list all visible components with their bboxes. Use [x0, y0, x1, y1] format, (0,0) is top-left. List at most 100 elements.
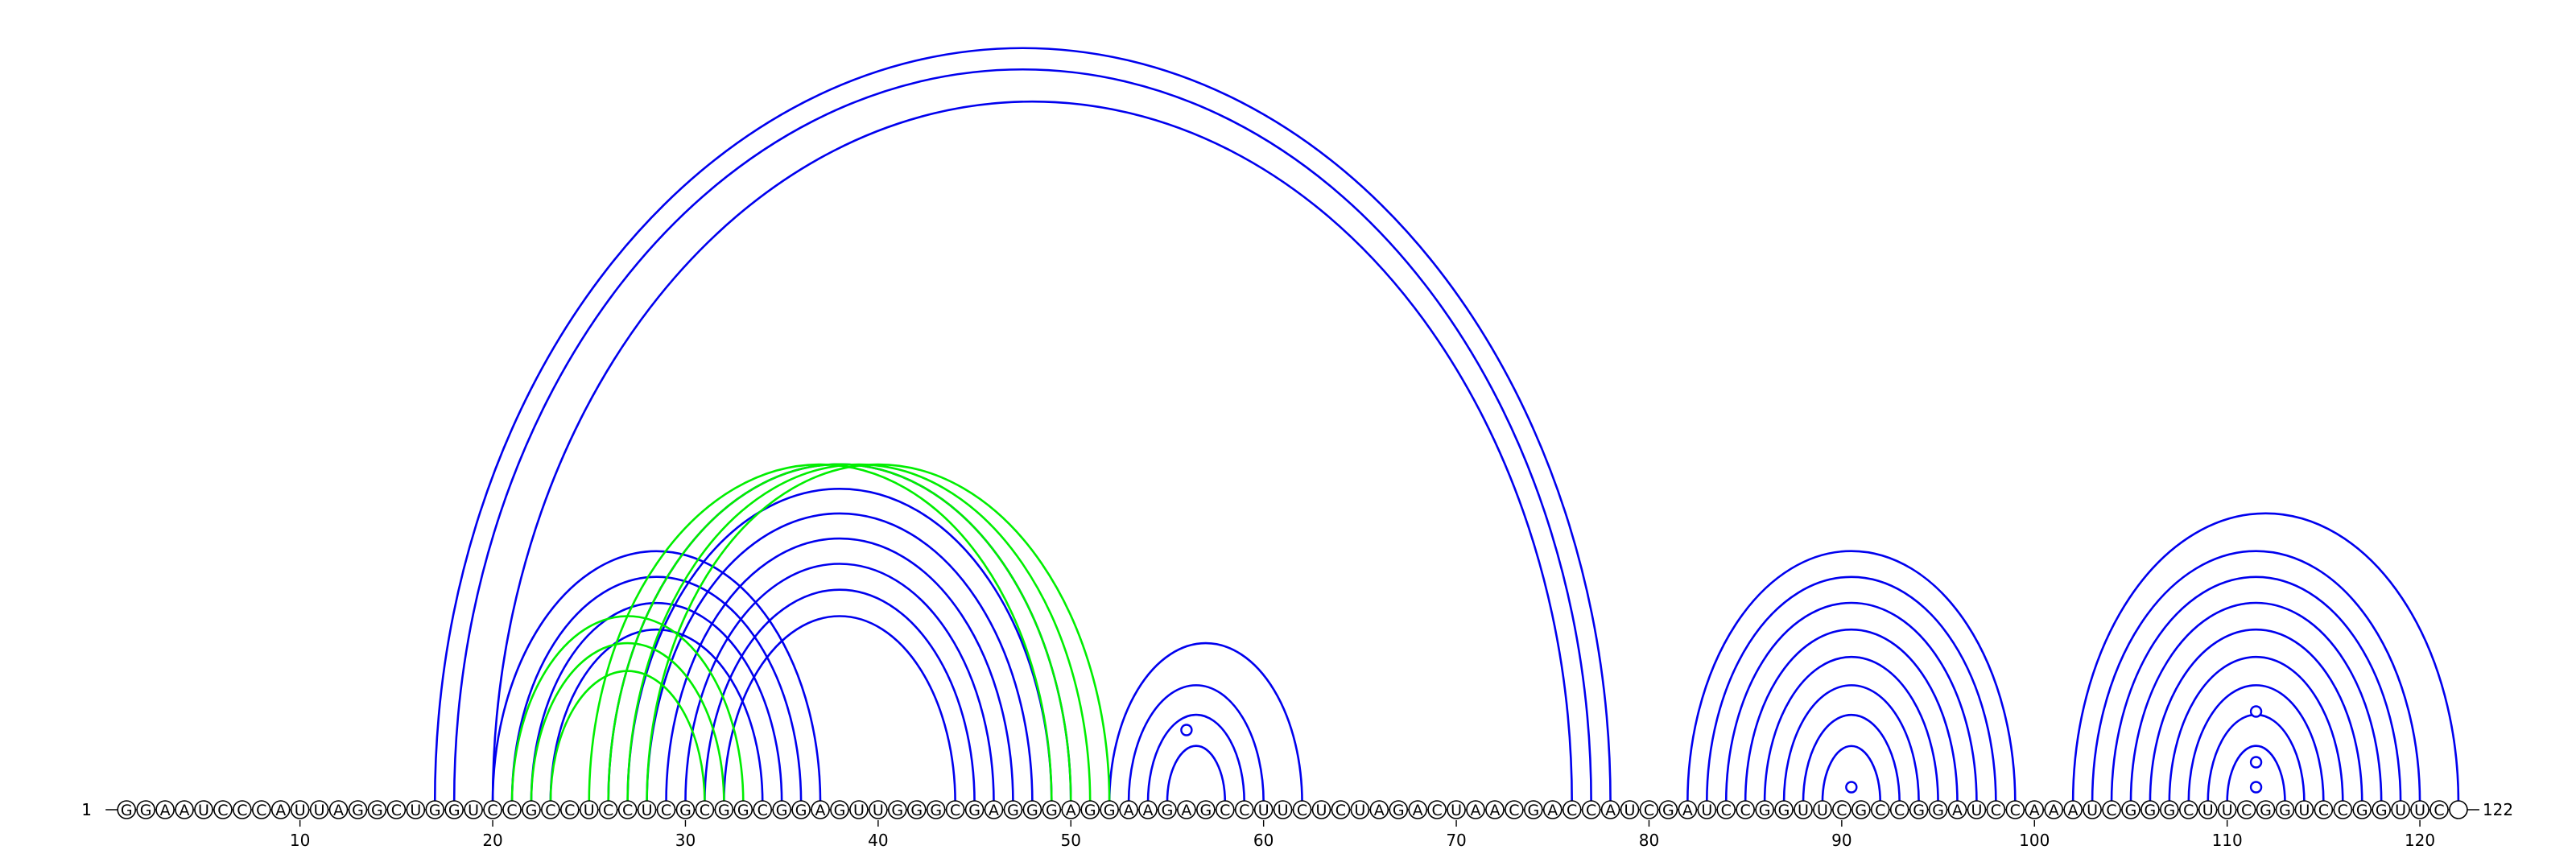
nucleotide-circle [1196, 800, 1216, 819]
nucleotide: C [617, 800, 638, 819]
nucleotide-letter: C [622, 802, 633, 819]
nucleotide: C [541, 800, 560, 819]
nucleotide-circle [869, 800, 888, 819]
nucleotide-letter: G [1393, 802, 1405, 819]
nucleotide-circle [117, 800, 136, 819]
nucleotide: G [1022, 800, 1042, 819]
nucleotide-letter: G [352, 802, 364, 819]
ring-marker [1845, 781, 1858, 794]
blue-arc-82-99 [1686, 550, 2017, 803]
nucleotide-letter: C [1220, 802, 1230, 819]
nucleotide-circle [598, 800, 618, 819]
nucleotide: U [1447, 800, 1466, 819]
nucleotide-circle [1736, 800, 1755, 819]
nucleotide: U [2198, 800, 2218, 819]
blue-arc-31-45 [704, 588, 976, 803]
nucleotide: C [213, 800, 233, 819]
nucleotide-letter: G [526, 802, 538, 819]
nucleotide-circle [1852, 800, 1871, 819]
ring-marker [1180, 724, 1193, 736]
nucleotide: C [2333, 800, 2353, 819]
nucleotide-circle [213, 800, 233, 819]
nucleotide-circle [637, 800, 657, 819]
nucleotide-letter: C [1875, 802, 1885, 819]
nucleotide-letter: C [545, 802, 555, 819]
nucleotide-letter: U [1258, 802, 1269, 819]
nucleotide-letter: C [1509, 802, 1519, 819]
nucleotide: G [117, 800, 136, 819]
nucleotide-letter: A [989, 802, 999, 819]
nucleotide: A [1408, 800, 1427, 819]
nucleotide-letter: A [2068, 802, 2079, 819]
nucleotide-letter: C [603, 802, 613, 819]
nucleotide: C [1986, 800, 2006, 819]
nucleotide-letter: A [1124, 802, 1134, 819]
nucleotide-letter: G [1162, 802, 1174, 819]
blue-arc-103-120 [2091, 550, 2421, 803]
nucleotide: U [1967, 800, 1987, 819]
nucleotide: C [233, 800, 252, 819]
nucleotide: C [2102, 800, 2121, 819]
nucleotide-letter: G [795, 802, 807, 819]
blue-arc-20-76 [491, 100, 1573, 803]
blue-arc-88-93 [1802, 713, 1901, 803]
nucleotide-letter: A [1952, 802, 1963, 819]
nucleotide-letter: C [1586, 802, 1596, 819]
nucleotide: C [1331, 800, 1351, 819]
nucleotide: U [2391, 800, 2410, 819]
nucleotide-circle [1870, 800, 1890, 819]
blue-arc-108-115 [2187, 684, 2325, 803]
nucleotide-circle [2102, 800, 2121, 819]
nucleotide-circle [2294, 800, 2314, 819]
nucleotide-circle [830, 800, 849, 819]
nucleotide-circle [1928, 800, 1948, 819]
nucleotide-circle [290, 800, 310, 819]
nucleotide: G [1100, 800, 1119, 819]
nucleotide: C [1292, 800, 1312, 819]
nucleotide-circle [1967, 800, 1987, 819]
nucleotide: C [1234, 800, 1254, 819]
nucleotide-circle [617, 800, 638, 819]
nucleotide-circle [945, 800, 965, 819]
nucleotide-circle [2333, 800, 2353, 819]
blue-arc-27-49 [626, 487, 1053, 803]
nucleotide-letter: G [1759, 802, 1771, 819]
nucleotide-circle [2429, 800, 2449, 819]
nucleotide-letter: G [737, 802, 749, 819]
nucleotide: G [1755, 800, 1774, 819]
nucleotide-letter: G [891, 802, 903, 819]
nucleotide: C [1427, 800, 1447, 819]
green-arc-22-32 [530, 641, 725, 803]
nucleotide-letter: G [1046, 802, 1058, 819]
nucleotide-letter: A [180, 802, 190, 819]
nucleotide-letter: G [429, 802, 441, 819]
nucleotide: U [1697, 800, 1717, 819]
nucleotide [2449, 800, 2468, 819]
nucleotide-circle [849, 800, 869, 819]
nucleotide: G [136, 800, 155, 819]
blue-arc-53-60 [1127, 684, 1265, 803]
nucleotide-letter: C [487, 802, 497, 819]
nucleotide-circle [1505, 800, 1524, 819]
nucleotide: C [251, 800, 271, 819]
nucleotide: U [869, 800, 888, 819]
nucleotide-circle [1678, 800, 1698, 819]
nucleotide-circle [2083, 800, 2102, 819]
nucleotide: C [2314, 800, 2334, 819]
nucleotide: C [1716, 800, 1736, 819]
nucleotide-letter: A [2049, 802, 2059, 819]
nucleotide-circle [1562, 800, 1582, 819]
nucleotide-circle [2372, 800, 2391, 819]
nucleotide: U [1350, 800, 1370, 819]
nucleotide-circle [811, 800, 830, 819]
nucleotide: C [1736, 800, 1755, 819]
nucleotide-letter: A [1374, 802, 1385, 819]
tick-label: 60 [1253, 831, 1274, 850]
nucleotide-circle [2160, 800, 2179, 819]
nucleotide-circle [1311, 800, 1331, 819]
nucleotide-letter: G [1855, 802, 1867, 819]
nucleotide-letter: U [584, 802, 595, 819]
nucleotide: G [367, 800, 387, 819]
nucleotide-circle [1331, 800, 1351, 819]
nucleotide-circle [675, 800, 696, 819]
